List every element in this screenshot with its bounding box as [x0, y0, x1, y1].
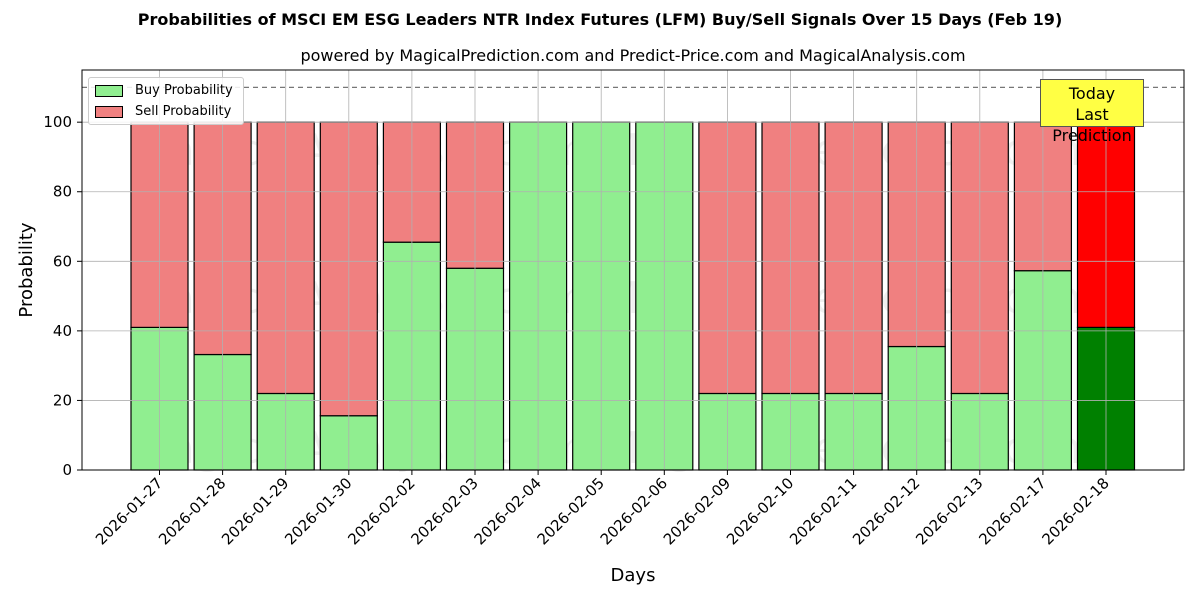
chart-subtitle: powered by MagicalPrediction.com and Pre… [300, 46, 966, 65]
x-tick-label: 2026-01-27 [92, 474, 166, 548]
x-tick-label: 2026-02-09 [660, 474, 734, 548]
chart-title: Probabilities of MSCI EM ESG Leaders NTR… [137, 10, 1063, 29]
buy-swatch [95, 84, 123, 97]
y-tick-label: 20 [53, 391, 72, 409]
x-tick-label: 2026-02-17 [975, 474, 1049, 548]
x-tick-label: 2026-02-03 [407, 474, 481, 548]
annotation-line-2: Last Prediction [1052, 105, 1132, 145]
x-tick-label: 2026-01-30 [281, 474, 355, 548]
x-tick-label: 2026-02-10 [723, 474, 797, 548]
legend: Buy Probability Sell Probability [88, 77, 244, 125]
x-tick-label: 2026-01-29 [218, 474, 292, 548]
legend-item-buy: Buy Probability [95, 83, 233, 98]
y-axis-label: Probability [16, 222, 37, 317]
x-tick-label: 2026-02-18 [1038, 474, 1112, 548]
x-tick-label: 2026-02-04 [471, 474, 545, 548]
y-tick-label: 80 [53, 183, 72, 201]
y-tick-label: 60 [53, 252, 72, 270]
legend-item-sell: Sell Probability [95, 104, 231, 119]
y-tick-label: 0 [62, 461, 72, 479]
y-tick-label: 100 [43, 113, 72, 131]
sell-swatch [95, 105, 123, 118]
y-tick-label: 40 [53, 322, 72, 340]
today-annotation: Today Last Prediction [1040, 79, 1144, 145]
x-tick-label: 2026-02-02 [344, 474, 418, 548]
x-tick-label: 2026-02-11 [786, 474, 860, 548]
x-tick-label: 2026-02-12 [849, 474, 923, 548]
annotation-line-1: Today [1068, 84, 1116, 103]
x-tick-label: 2026-02-06 [597, 474, 671, 548]
x-axis-label: Days [611, 565, 656, 586]
x-tick-label: 2026-02-13 [912, 474, 986, 548]
legend-sell-label: Sell Probability [135, 104, 232, 119]
legend-buy-label: Buy Probability [135, 83, 233, 98]
x-tick-label: 2026-01-28 [155, 474, 229, 548]
x-tick-label: 2026-02-05 [534, 474, 608, 548]
plot-frame [81, 69, 1185, 471]
